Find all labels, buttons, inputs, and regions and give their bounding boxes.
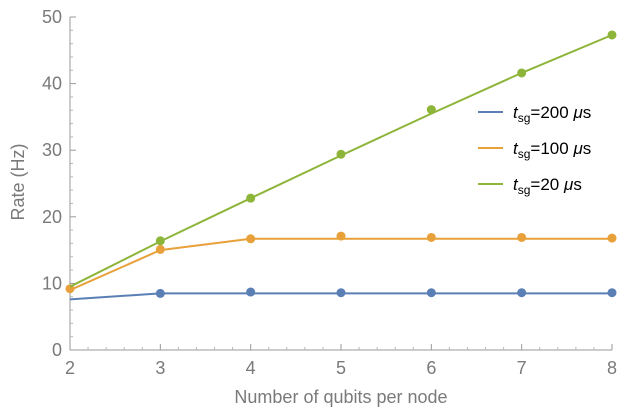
y-tick-label: 10 xyxy=(42,273,62,293)
data-point xyxy=(607,233,617,243)
data-point xyxy=(607,30,617,40)
data-point xyxy=(517,288,527,298)
y-tick-label: 40 xyxy=(42,74,62,94)
x-tick-label: 5 xyxy=(336,358,346,378)
data-point xyxy=(246,234,256,244)
data-point xyxy=(155,244,165,254)
series-0 xyxy=(69,287,617,301)
data-point xyxy=(517,68,527,78)
data-point xyxy=(246,193,256,203)
x-tick-label: 8 xyxy=(607,358,617,378)
data-point xyxy=(607,288,617,298)
y-tick-label: 50 xyxy=(42,7,62,27)
legend-label: tsg=100 μs xyxy=(513,139,591,161)
series-1 xyxy=(65,231,617,294)
series-2 xyxy=(69,30,617,288)
y-axis-label: Rate (Hz) xyxy=(8,143,28,220)
data-point xyxy=(336,231,346,241)
data-point xyxy=(155,288,165,298)
data-point xyxy=(336,288,346,298)
data-point xyxy=(155,236,165,246)
data-point xyxy=(517,232,527,242)
data-point xyxy=(426,288,436,298)
data-point xyxy=(246,287,256,297)
y-tick-label: 30 xyxy=(42,140,62,160)
series-layer xyxy=(65,30,617,301)
legend-label: tsg=200 μs xyxy=(513,103,591,125)
y-tick-label: 0 xyxy=(52,340,62,360)
x-axis-label: Number of qubits per node xyxy=(234,387,447,407)
legend-item: tsg=100 μs xyxy=(478,139,591,161)
legend-label: tsg=20 μs xyxy=(513,175,582,197)
x-tick-label: 7 xyxy=(517,358,527,378)
series-line xyxy=(69,34,613,288)
data-point xyxy=(426,105,436,115)
x-tick-label: 4 xyxy=(246,358,256,378)
legend-item: tsg=20 μs xyxy=(478,175,582,197)
y-tick-label: 20 xyxy=(42,207,62,227)
x-tick-label: 3 xyxy=(155,358,165,378)
legend-item: tsg=200 μs xyxy=(478,103,591,125)
legend: tsg=200 μs tsg=100 μs tsg=20 μs xyxy=(478,103,591,197)
data-point xyxy=(336,149,346,159)
x-tick-label: 6 xyxy=(426,358,436,378)
x-tick-label: 2 xyxy=(65,358,75,378)
data-point xyxy=(426,232,436,242)
axes: 2 3 4 5 6 7 8 0 10 20 30 40 50 xyxy=(42,7,617,378)
